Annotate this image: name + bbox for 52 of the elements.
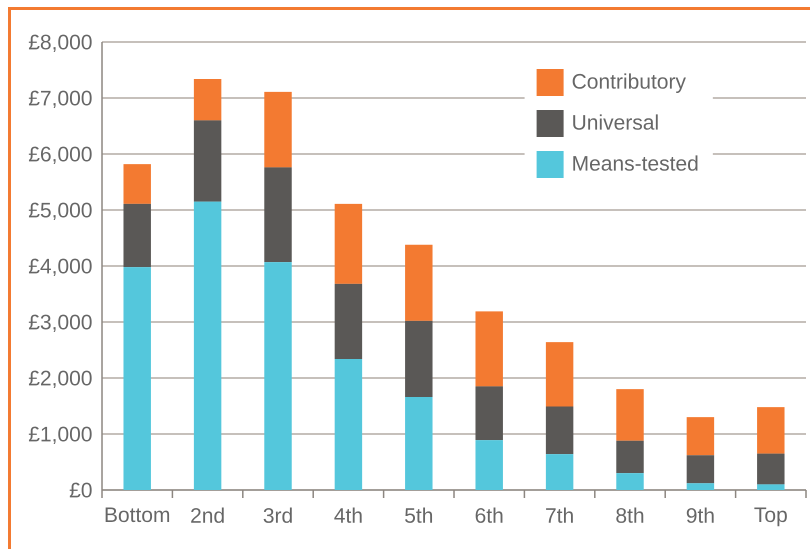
legend-label: Universal xyxy=(573,114,658,130)
bar xyxy=(264,92,292,168)
bar xyxy=(546,406,574,454)
bar xyxy=(264,262,292,490)
y-tick-label: £3,000 xyxy=(28,314,92,332)
x-tick-label: 5th xyxy=(405,508,432,523)
legend-label: Means-tested xyxy=(573,155,698,171)
x-tick-label: 3rd xyxy=(264,508,292,523)
bar xyxy=(194,78,222,120)
y-tick-label: £8,000 xyxy=(28,34,92,52)
bar xyxy=(405,244,433,321)
bar xyxy=(686,483,714,490)
bar xyxy=(194,202,222,490)
y-tick-label: £5,000 xyxy=(28,202,92,220)
x-tick-label: 7th xyxy=(546,508,573,523)
bar xyxy=(546,342,574,407)
bar xyxy=(686,417,714,456)
bar xyxy=(334,204,362,284)
bar xyxy=(123,164,151,204)
x-tick-label: 8th xyxy=(616,508,644,523)
y-tick-label: £2,000 xyxy=(28,370,92,388)
bar xyxy=(475,311,503,386)
x-tick-label: 6th xyxy=(476,508,502,523)
bar xyxy=(546,454,574,490)
bar xyxy=(757,484,785,490)
bar xyxy=(405,320,433,398)
x-tick-label: Bottom xyxy=(106,508,170,522)
bar xyxy=(757,454,785,484)
bar xyxy=(616,440,644,474)
bar xyxy=(264,167,292,262)
legend-label: Contributory xyxy=(572,73,686,93)
x-tick-label: 4th xyxy=(334,508,362,523)
bar xyxy=(686,455,714,484)
bar xyxy=(475,386,503,440)
y-tick-label: £6,000 xyxy=(28,146,92,164)
bar xyxy=(616,473,644,490)
x-tick-label: Top xyxy=(754,508,787,526)
bar xyxy=(334,284,362,359)
bar xyxy=(405,397,433,490)
y-tick-label: £1,000 xyxy=(28,426,92,444)
bar xyxy=(616,389,644,441)
x-tick-label: 2nd xyxy=(191,508,224,523)
y-tick-label: £4,000 xyxy=(28,258,92,276)
y-tick-label: £7,000 xyxy=(28,90,92,108)
bar xyxy=(475,440,503,490)
bar xyxy=(194,120,222,202)
bar xyxy=(334,358,362,490)
y-tick-label: £0 xyxy=(70,482,92,498)
bar xyxy=(123,204,151,268)
x-tick-label: 9th xyxy=(686,508,714,523)
bar xyxy=(757,407,785,454)
bar xyxy=(123,267,151,490)
